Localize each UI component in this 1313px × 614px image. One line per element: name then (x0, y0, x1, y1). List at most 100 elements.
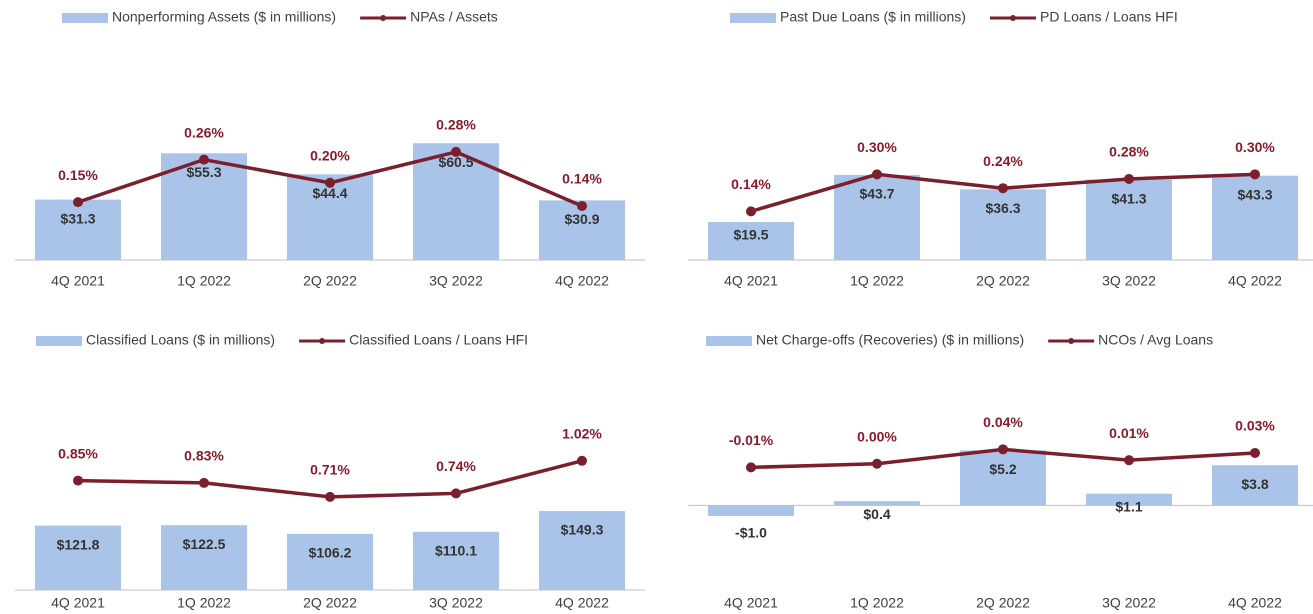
chart-panel: Classified Loans ($ in millions) Classifi… (15, 332, 645, 611)
bar (287, 533, 373, 590)
legend-label: NCOs / Avg Loans (1098, 332, 1213, 348)
line-value-label: 0.74% (436, 458, 476, 474)
x-tick-label: 2Q 2022 (976, 595, 1030, 611)
line-value-label: 0.15% (58, 167, 98, 183)
line-value-label: 0.26% (184, 124, 224, 140)
bar-value-label: $43.7 (859, 186, 894, 202)
bar (708, 505, 794, 516)
line-point (1250, 169, 1260, 180)
bar-value-label: $110.1 (435, 542, 477, 558)
line-point (577, 455, 587, 466)
line-value-label: 0.20% (310, 148, 350, 164)
bar-value-label: $0.4 (863, 506, 890, 522)
line-value-label: 0.14% (731, 176, 771, 192)
line-point (73, 475, 83, 486)
legend-label: NPAs / Assets (410, 9, 498, 25)
x-tick-label: 4Q 2021 (51, 273, 105, 289)
line-value-label: 1.02% (562, 425, 602, 441)
line-point (1124, 455, 1134, 466)
bar (35, 199, 121, 260)
x-tick-label: 4Q 2022 (555, 273, 609, 289)
bar (960, 450, 1046, 506)
x-tick-label: 2Q 2022 (303, 595, 357, 611)
legend-swatch (730, 13, 776, 23)
bar-value-label: $1.1 (1115, 498, 1142, 514)
bar-value-label: $121.8 (57, 536, 100, 552)
legend-swatch-dot (319, 338, 326, 344)
legend-label: Nonperforming Assets ($ in millions) (112, 9, 336, 25)
chart-panel: Past Due Loans ($ in millions) PD Loans /… (688, 9, 1313, 289)
line-point (577, 200, 587, 211)
legend-swatch-dot (1068, 338, 1075, 344)
x-tick-label: 2Q 2022 (976, 273, 1030, 289)
chart-panel: Net Charge-offs (Recoveries) ($ in milli… (688, 332, 1313, 611)
x-tick-label: 1Q 2022 (177, 273, 231, 289)
line-point (872, 458, 882, 469)
legend-swatch (706, 336, 752, 346)
legend-label: Past Due Loans ($ in millions) (780, 9, 966, 25)
line-value-label: 0.28% (436, 117, 476, 133)
bar-value-label: $41.3 (1111, 190, 1146, 206)
x-tick-label: 3Q 2022 (429, 273, 483, 289)
legend-swatch (36, 336, 82, 346)
line-point (1124, 173, 1134, 184)
x-tick-label: 1Q 2022 (177, 595, 231, 611)
bar (539, 511, 625, 590)
bar-value-label: $60.5 (438, 154, 473, 170)
x-tick-label: 3Q 2022 (429, 595, 483, 611)
line-value-label: 0.83% (184, 448, 224, 464)
x-tick-label: 4Q 2022 (555, 595, 609, 611)
bar (35, 525, 121, 590)
line-value-label: 0.14% (562, 171, 602, 187)
bar-value-label: $149.3 (561, 522, 604, 538)
legend-swatch-dot (1009, 15, 1016, 21)
bar (834, 501, 920, 506)
bar-value-label: $36.3 (985, 200, 1020, 216)
legend-swatch (62, 13, 108, 23)
bar-value-label: $44.4 (312, 185, 347, 201)
line-point (73, 197, 83, 208)
bar (161, 525, 247, 590)
line-point (199, 154, 209, 165)
x-tick-label: 1Q 2022 (850, 595, 904, 611)
line-value-label: 0.30% (1235, 139, 1275, 155)
bar-value-label: $19.5 (733, 227, 768, 243)
line-value-label: 0.00% (857, 428, 897, 444)
chart-panel: Nonperforming Assets ($ in millions) NPAs… (15, 9, 645, 289)
x-tick-label: 4Q 2021 (724, 273, 778, 289)
line-point (998, 444, 1008, 455)
bar (708, 222, 794, 260)
line-value-label: 0.03% (1235, 418, 1275, 434)
line-point (325, 491, 335, 502)
x-tick-label: 4Q 2021 (51, 595, 105, 611)
bar (960, 189, 1046, 260)
line-point (872, 169, 882, 180)
bar (1086, 493, 1172, 506)
legend-label: Classified Loans / Loans HFI (349, 332, 528, 348)
x-tick-label: 3Q 2022 (1102, 595, 1156, 611)
legend-swatch-dot (380, 15, 387, 21)
bar-value-label: $5.2 (989, 461, 1016, 477)
x-tick-label: 4Q 2021 (724, 595, 778, 611)
bar (413, 531, 499, 590)
line-value-label: 0.04% (983, 414, 1023, 430)
line-value-label: 0.85% (58, 445, 98, 461)
line-value-label: -0.01% (729, 432, 774, 448)
x-tick-label: 4Q 2022 (1228, 273, 1282, 289)
line-point (1250, 447, 1260, 458)
line-value-label: 0.01% (1109, 425, 1149, 441)
line-point (199, 477, 209, 488)
bar (834, 174, 920, 260)
bar-value-label: $122.5 (183, 536, 226, 552)
bar-value-label: $106.2 (309, 545, 352, 561)
line-point (451, 488, 461, 499)
legend-label: PD Loans / Loans HFI (1040, 9, 1178, 25)
bar (1212, 465, 1298, 506)
bar-value-label: $3.8 (1241, 476, 1268, 492)
line-value-label: 0.24% (983, 153, 1023, 169)
line-point (451, 146, 461, 157)
bar-value-label: $30.9 (564, 211, 599, 227)
bar-value-label: $55.3 (186, 164, 221, 180)
bar (1086, 179, 1172, 260)
